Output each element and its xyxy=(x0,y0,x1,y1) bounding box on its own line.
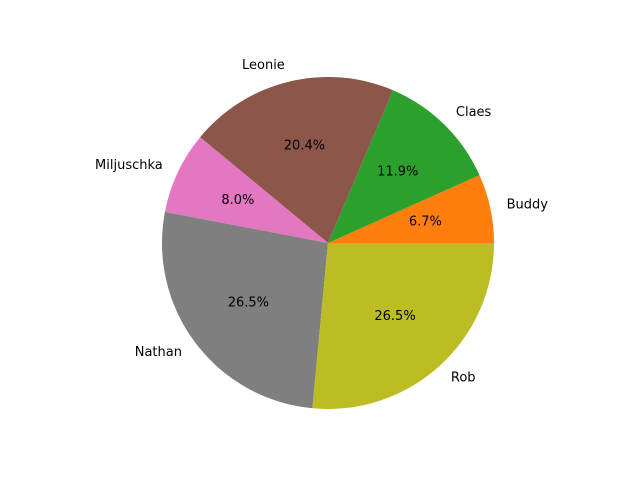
pie-labels: Buddy 6.7% Claes 11.9% Leonie 20.4% Miljuschka… xyxy=(95,58,548,385)
pie-slice-miljuschka xyxy=(164,137,328,243)
slice-percent-buddy: 6.7% xyxy=(409,215,442,230)
slice-percent-leonie: 20.4% xyxy=(284,139,325,154)
slice-label-leonie: Leonie xyxy=(242,58,285,73)
slice-label-claes: Claes xyxy=(456,105,492,120)
pie-slice-nathan xyxy=(162,211,328,409)
slice-label-rob: Rob xyxy=(451,371,476,386)
pie-slice-rob xyxy=(312,243,494,409)
pie-slices xyxy=(162,77,494,409)
slice-percent-rob: 26.5% xyxy=(374,309,415,324)
slice-percent-nathan: 26.5% xyxy=(228,295,269,310)
pie-slice-buddy xyxy=(328,175,494,243)
slice-percent-claes: 11.9% xyxy=(377,164,418,179)
slice-percent-miljuschka: 8.0% xyxy=(221,193,254,208)
pie-slice-claes xyxy=(328,90,480,243)
slice-label-nathan: Nathan xyxy=(135,345,182,360)
slice-label-buddy: Buddy xyxy=(507,197,549,212)
pie-slice-leonie xyxy=(200,77,393,244)
slice-label-miljuschka: Miljuschka xyxy=(95,158,163,173)
